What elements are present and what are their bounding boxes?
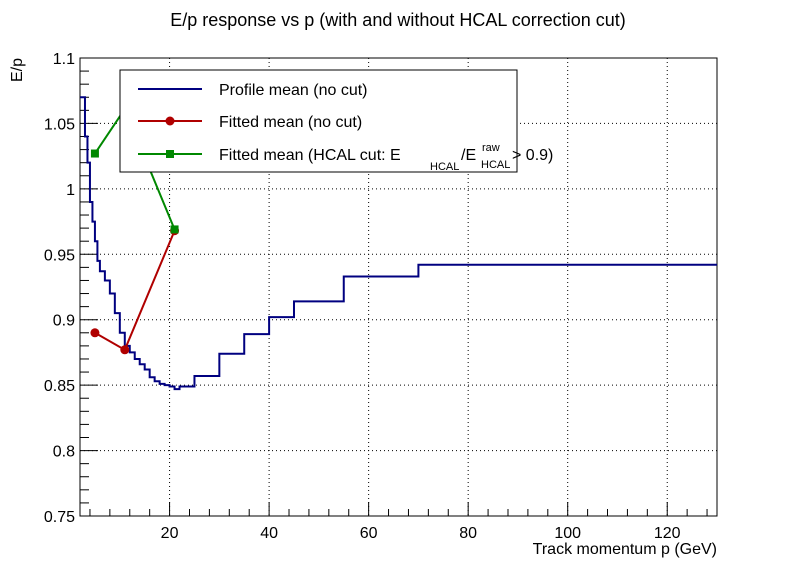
legend-label-fit-hcal-sub2: HCAL	[481, 159, 510, 171]
legend-marker-fit-nocut	[165, 116, 175, 126]
chart-title: E/p response vs p (with and without HCAL…	[170, 10, 626, 30]
data-point-square	[90, 149, 99, 158]
legend-marker-fit-hcal	[166, 150, 174, 158]
legend-label-fit-hcal-suffix: > 0.9)	[512, 147, 553, 164]
data-point-circle	[90, 328, 100, 338]
legend-label-profile: Profile mean (no cut)	[219, 82, 368, 99]
series-line-1	[94, 230, 176, 352]
legend-label-fit-hcal-prefix: Fitted mean (HCAL cut: E	[219, 147, 401, 164]
y-tick-label: 1	[66, 182, 75, 199]
x-tick-label: 100	[554, 525, 581, 542]
axis-layer: 0.75 0.8 0.85 0.9 0.95 1 1.05 1.1 20 40 60 80 100 120	[44, 51, 718, 542]
legend-label-fit-nocut: Fitted mean (no cut)	[219, 114, 362, 131]
legend: Profile mean (no cut) Fitted mean (no cu…	[119, 69, 553, 173]
series-profile-step	[80, 96, 717, 391]
data-point-square	[170, 225, 179, 234]
x-tick-label: 120	[654, 525, 681, 542]
y-tick-label: 0.9	[53, 313, 75, 330]
x-tick-label: 40	[260, 525, 278, 542]
y-tick-label: 0.8	[53, 444, 75, 461]
y-tick-label: 1.05	[44, 116, 75, 133]
y-tick-label: 0.95	[44, 247, 75, 264]
y-axis-title: E/p	[9, 58, 26, 82]
legend-label-fit-hcal-mid: /E	[461, 147, 476, 164]
x-tick-label: 20	[161, 525, 179, 542]
x-tick-label: 80	[459, 525, 477, 542]
y-tick-label: 0.85	[44, 378, 75, 395]
legend-label-fit-hcal-sub1: HCAL	[430, 161, 459, 173]
x-tick-label: 60	[360, 525, 378, 542]
y-tick-label: 0.75	[44, 509, 75, 526]
legend-label-fit-hcal-sup: raw	[482, 142, 500, 154]
x-axis-title: Track momentum p (GeV)	[533, 541, 717, 558]
y-tick-label: 1.1	[53, 51, 75, 68]
plot-frame	[79, 57, 718, 517]
data-point-circle	[120, 345, 130, 355]
